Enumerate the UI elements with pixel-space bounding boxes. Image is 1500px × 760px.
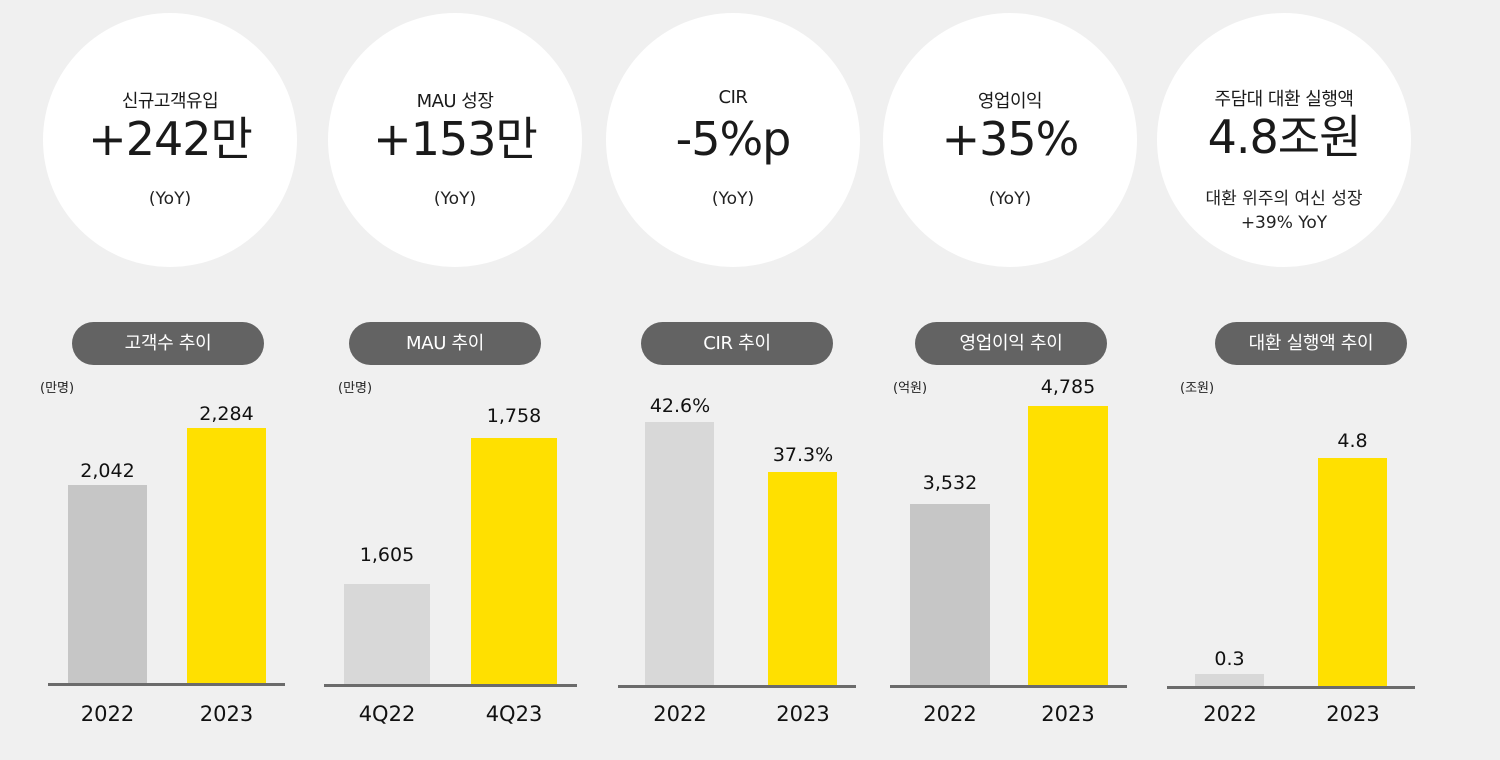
x-axis-line xyxy=(1167,686,1415,689)
chart-title-pill: 고객수 추이 xyxy=(72,322,264,365)
kpi-sub-line2: +39% YoY xyxy=(1240,213,1328,233)
bar-value-label: 4,785 xyxy=(1040,376,1096,398)
x-tick-label: 2023 xyxy=(199,702,254,726)
x-tick-label: 4Q23 xyxy=(485,702,543,726)
chart-unit: (억원) xyxy=(893,381,928,396)
kpi-value: -5%p xyxy=(675,112,792,166)
x-tick-label: 2023 xyxy=(776,702,830,726)
kpi-label: 주담대 대환 실행액 xyxy=(1214,89,1354,110)
chart-title-pill: 영업이익 추이 xyxy=(915,322,1107,365)
chart-title-pill: CIR 추이 xyxy=(641,322,833,365)
bar-2023 xyxy=(1028,406,1108,686)
kpi-sub: 대환 위주의 여신 성장 +39% YoY xyxy=(1157,187,1411,235)
bar-2022 xyxy=(910,504,990,686)
chart-title-pill: MAU 추이 xyxy=(349,322,541,365)
bar-value-label: 4.8 xyxy=(1337,430,1368,452)
x-tick-label: 2023 xyxy=(1041,702,1095,726)
x-axis-line xyxy=(324,684,577,687)
bar-value-label: 2,042 xyxy=(80,460,135,482)
kpi-value: +153만 xyxy=(373,112,538,166)
kpi-operating-profit: 영업이익 +35% (YoY) xyxy=(883,13,1137,267)
kpi-label: MAU 성장 xyxy=(416,91,494,112)
x-tick-label: 2022 xyxy=(923,702,977,726)
chart-unit: (만명) xyxy=(338,381,373,396)
kpi-sub: (YoY) xyxy=(988,189,1032,209)
bar-value-label: 42.6% xyxy=(649,395,711,417)
kpi-new-customers: 신규고객유입 +242만 (YoY) xyxy=(43,13,297,267)
kpi-label: 신규고객유입 xyxy=(121,91,219,112)
bar-value-label: 37.3% xyxy=(772,444,834,466)
bar-value-label: 0.3 xyxy=(1214,648,1245,670)
kpi-mau-growth: MAU 성장 +153만 (YoY) xyxy=(328,13,582,267)
kpi-value: +242만 xyxy=(88,112,253,166)
x-tick-label: 2022 xyxy=(653,702,707,726)
bar-4q22 xyxy=(344,584,430,685)
kpi-sub: (YoY) xyxy=(433,189,477,209)
bar-2023 xyxy=(768,472,837,686)
kpi-value: 4.8조원 xyxy=(1207,110,1362,164)
x-tick-label: 2022 xyxy=(1203,702,1257,726)
bar-2023 xyxy=(1318,458,1387,687)
x-axis-line xyxy=(890,685,1127,688)
chart-title-pill: 대환 실행액 추이 xyxy=(1215,322,1407,365)
x-axis-line xyxy=(618,685,856,688)
bar-2022 xyxy=(645,422,714,686)
x-axis-line xyxy=(48,683,285,686)
bar-value-label: 1,758 xyxy=(486,405,542,427)
kpi-cir: CIR -5%p (YoY) xyxy=(606,13,860,267)
x-tick-label: 2022 xyxy=(80,702,135,726)
bar-2022 xyxy=(68,485,147,684)
kpi-label: CIR xyxy=(718,87,748,108)
bar-value-label: 2,284 xyxy=(199,403,254,425)
kpi-label: 영업이익 xyxy=(977,91,1043,112)
bar-2022 xyxy=(1195,674,1264,687)
x-tick-label: 2023 xyxy=(1326,702,1380,726)
bar-4q23 xyxy=(471,438,557,685)
kpi-sub: (YoY) xyxy=(711,189,755,209)
kpi-sub: (YoY) xyxy=(148,189,192,209)
kpi-value: +35% xyxy=(941,112,1080,166)
bar-value-label: 3,532 xyxy=(922,472,978,494)
x-tick-label: 4Q22 xyxy=(358,702,416,726)
bar-value-label: 1,605 xyxy=(359,544,415,566)
kpi-mortgage-refinance: 주담대 대환 실행액 4.8조원 대환 위주의 여신 성장 +39% YoY xyxy=(1157,13,1411,267)
chart-unit: (조원) xyxy=(1180,381,1215,396)
kpi-sub-line1: 대환 위주의 여신 성장 xyxy=(1205,189,1363,209)
chart-unit: (만명) xyxy=(40,381,75,396)
bar-2023 xyxy=(187,428,266,684)
